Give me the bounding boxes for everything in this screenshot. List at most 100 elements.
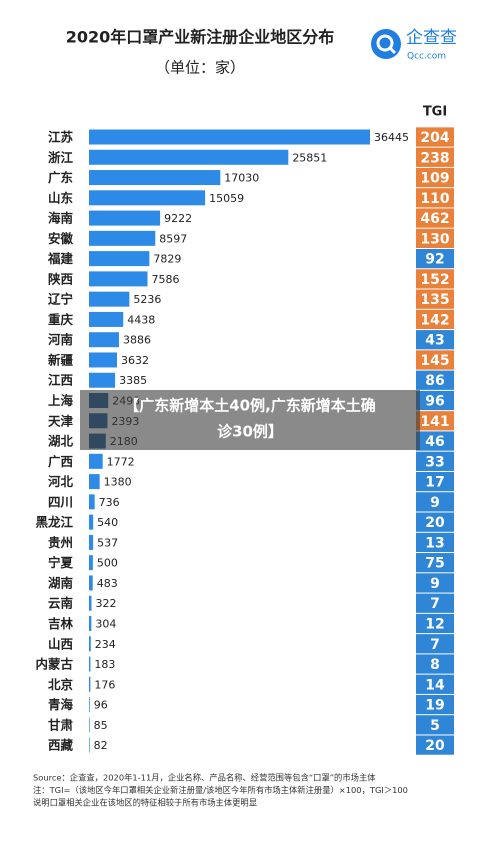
tgi-cell <box>416 309 454 330</box>
tgi-label: 110 <box>420 191 449 207</box>
tgi-cell <box>416 512 454 532</box>
tgi-cell <box>416 228 454 248</box>
tgi-cell <box>416 350 454 370</box>
bar <box>89 372 116 388</box>
category-label: 云南 <box>48 596 74 611</box>
tgi-cell <box>416 167 454 188</box>
tgi-label: 145 <box>420 353 449 369</box>
tgi-cell <box>416 289 454 309</box>
bar <box>89 129 371 145</box>
tgi-cell <box>416 431 454 451</box>
tgi-label: 75 <box>425 556 444 572</box>
news-banner-text: 诊30例】 <box>217 423 283 441</box>
logo: 企查查 Qcc.com <box>371 28 457 62</box>
value-label: 234 <box>95 638 116 651</box>
bar <box>89 332 119 348</box>
bar <box>89 210 161 226</box>
tgi-cell <box>416 269 454 289</box>
category-label: 江西 <box>48 373 73 388</box>
logo-name: 企查查 <box>406 28 457 48</box>
tgi-label: 9 <box>430 576 440 592</box>
category-label: 重庆 <box>48 312 74 327</box>
tgi-cell <box>416 553 454 573</box>
tgi-label: 19 <box>425 698 444 714</box>
value-label: 1772 <box>107 455 135 468</box>
value-label: 183 <box>94 658 115 671</box>
bar <box>89 190 206 206</box>
category-label: 新疆 <box>48 352 74 367</box>
value-label: 483 <box>97 577 118 590</box>
bar <box>89 575 93 591</box>
tgi-cell <box>416 127 454 147</box>
bar <box>89 170 221 186</box>
bar <box>89 697 90 713</box>
chart-subtitle: （单位：家） <box>155 59 245 77</box>
value-label: 540 <box>97 516 118 529</box>
chart-title: 2020年口罩产业新注册企业地区分布 <box>66 28 335 47</box>
bar <box>89 311 124 327</box>
tgi-label: 7 <box>430 637 440 653</box>
tgi-label: 43 <box>425 333 444 349</box>
value-label: 304 <box>95 617 116 630</box>
category-label: 河北 <box>48 474 74 489</box>
value-label: 5236 <box>133 293 161 306</box>
logo-icon-handle <box>387 45 397 55</box>
tgi-cell <box>416 411 454 431</box>
tgi-cell <box>416 634 454 654</box>
news-banner-text: 【广东新增本土40例,广东新增本土确 <box>124 397 376 415</box>
value-label: 1380 <box>104 476 132 489</box>
tgi-label: 14 <box>425 677 445 693</box>
tgi-cell <box>416 654 454 674</box>
tgi-label: 92 <box>425 252 444 268</box>
category-label: 天津 <box>48 413 74 428</box>
tgi-cell <box>416 573 454 593</box>
bar <box>89 717 90 733</box>
category-label: 福建 <box>47 251 74 266</box>
source-note: 说明口罩相关企业在该地区的特征相较于所有市场主体更明显 <box>33 798 257 808</box>
category-label: 辽宁 <box>48 292 73 307</box>
source-note: Source：企查查，2020年1-11月，企业名称、产品名称、经营范围等包含“… <box>33 773 376 783</box>
value-label: 3886 <box>123 334 151 347</box>
tgi-label: 130 <box>420 231 449 247</box>
tgi-label: 9 <box>430 495 440 511</box>
tgi-cell <box>416 188 454 208</box>
tgi-label: 17 <box>425 475 444 491</box>
tgi-cell <box>416 593 454 613</box>
bar <box>89 474 100 490</box>
category-label: 湖北 <box>48 434 74 449</box>
category-label: 四川 <box>48 494 73 509</box>
source-note: 注：TGI=（该地区今年口罩相关企业新注册量/该地区今年所有市场主体新注册量）×… <box>33 785 408 795</box>
tgi-cell <box>416 715 454 735</box>
value-label: 500 <box>97 557 118 570</box>
tgi-cell <box>416 694 454 715</box>
bar <box>89 453 103 469</box>
news-banner <box>80 390 420 450</box>
value-label: 4438 <box>127 313 155 326</box>
value-label: 736 <box>99 496 120 509</box>
bar <box>89 656 91 672</box>
value-label: 3632 <box>121 354 149 367</box>
tgi-cell <box>416 390 454 411</box>
tgi-label: 20 <box>425 515 445 531</box>
tgi-cell <box>416 674 454 694</box>
tgi-cell <box>416 330 454 350</box>
tgi-label: 135 <box>420 292 449 308</box>
bar <box>89 737 90 753</box>
category-label: 黑龙江 <box>35 515 73 530</box>
bar <box>89 230 156 246</box>
category-label: 广西 <box>48 454 73 469</box>
tgi-cell <box>416 735 454 755</box>
value-label: 96 <box>94 699 108 712</box>
tgi-label: 8 <box>430 657 440 673</box>
tgi-label: 86 <box>425 373 444 389</box>
tgi-label: 204 <box>420 130 449 146</box>
category-label: 甘肃 <box>48 717 74 732</box>
bar <box>89 514 94 530</box>
value-label: 17030 <box>224 172 259 185</box>
bar <box>89 149 289 165</box>
tgi-label: 96 <box>425 394 444 410</box>
logo-domain: Qcc.com <box>407 52 446 62</box>
tgi-label: 33 <box>425 454 444 470</box>
value-label: 9222 <box>164 212 192 225</box>
